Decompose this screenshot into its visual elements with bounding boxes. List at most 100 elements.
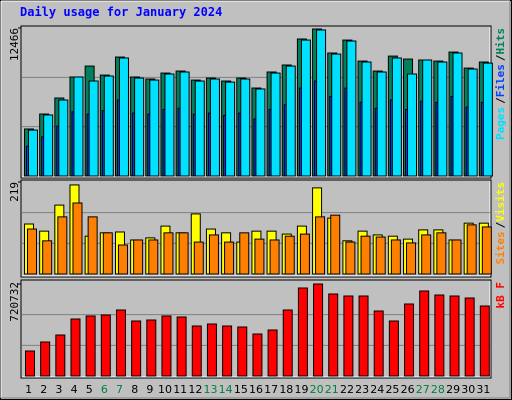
bar [88,80,99,177]
bar [436,232,447,275]
x-tick-label: 20 [310,383,324,396]
x-tick-label: 4 [71,383,78,396]
bar [300,39,311,177]
bar [422,59,433,177]
bar [25,350,35,377]
bar [361,61,372,177]
legend-separator: / [494,97,507,104]
bar [134,77,145,177]
legend-entry: Pages [494,107,507,140]
bar [466,224,477,275]
bar [346,40,357,177]
y-tick-label: 219 [8,182,21,202]
legend-entry: Files [494,64,507,97]
bar [118,57,129,177]
bar [222,325,233,377]
bar [297,287,308,377]
bar [191,325,202,377]
bar [328,293,339,377]
legend-entry: Sites [494,231,507,264]
bar [404,303,415,377]
bar [482,62,493,177]
x-tick-label: 29 [446,383,460,396]
bar [43,114,54,177]
x-tick-label: 13 [204,383,218,396]
bar [194,80,205,177]
bar [178,232,189,275]
bar [406,242,417,275]
bar [224,241,235,275]
bar [225,81,236,177]
bar [208,234,219,275]
bar [176,316,187,377]
bar [388,320,399,377]
bar [451,239,462,275]
bar [193,241,204,275]
x-tick-label: 28 [431,383,445,396]
bar [331,53,342,177]
bar [254,238,265,275]
legend-entry: kB F [494,282,507,309]
x-tick-label: 26 [401,383,415,396]
x-tick-label: 1 [25,383,32,396]
x-tick-label: 9 [146,383,153,396]
bar [70,318,81,377]
bar [115,309,126,377]
x-tick-label: 21 [325,383,339,396]
bar [330,214,341,275]
x-tick-label: 17 [264,383,278,396]
bar [479,305,490,377]
chart-title: Daily usage for January 2024 [20,5,222,19]
x-tick-label: 19 [294,383,308,396]
bar [313,283,324,377]
bar [299,233,310,275]
bar [419,290,430,377]
bar [149,79,160,177]
x-tick-label: 14 [219,383,233,396]
bar [179,71,190,177]
bar [146,319,157,377]
bar [284,235,295,275]
bar [55,334,66,377]
bar [358,295,369,377]
x-tick-label: 2 [40,383,47,396]
bar [209,78,220,177]
bar [375,236,386,275]
bar [285,65,296,177]
bar [148,239,159,275]
bar [391,57,402,177]
x-tick-label: 7 [116,383,123,396]
x-tick-label: 30 [461,383,475,396]
bar [164,73,175,177]
bar [252,333,263,377]
legend-separator: / [494,54,507,61]
bar [345,241,356,275]
bar [376,71,387,177]
bar [255,88,266,177]
x-tick-label: 23 [355,383,369,396]
bar [421,234,432,275]
x-tick-label: 12 [188,383,202,396]
x-tick-label: 22 [340,383,354,396]
bar [267,329,278,377]
x-tick-label: 27 [416,383,430,396]
bar [282,309,293,377]
x-tick-label: 25 [385,383,399,396]
x-tick-label: 6 [101,383,108,396]
bar [360,235,371,275]
bar [269,239,280,275]
x-tick-label: 15 [234,383,248,396]
bar [87,216,98,275]
bar [237,326,248,377]
bar [131,320,142,377]
x-tick-label: 3 [55,383,62,396]
legend: kB F [494,282,507,309]
bar [133,239,144,275]
bar [163,232,174,275]
bar [102,232,113,275]
bar [73,76,84,177]
legend-separator: / [494,221,507,228]
bar [103,75,114,177]
